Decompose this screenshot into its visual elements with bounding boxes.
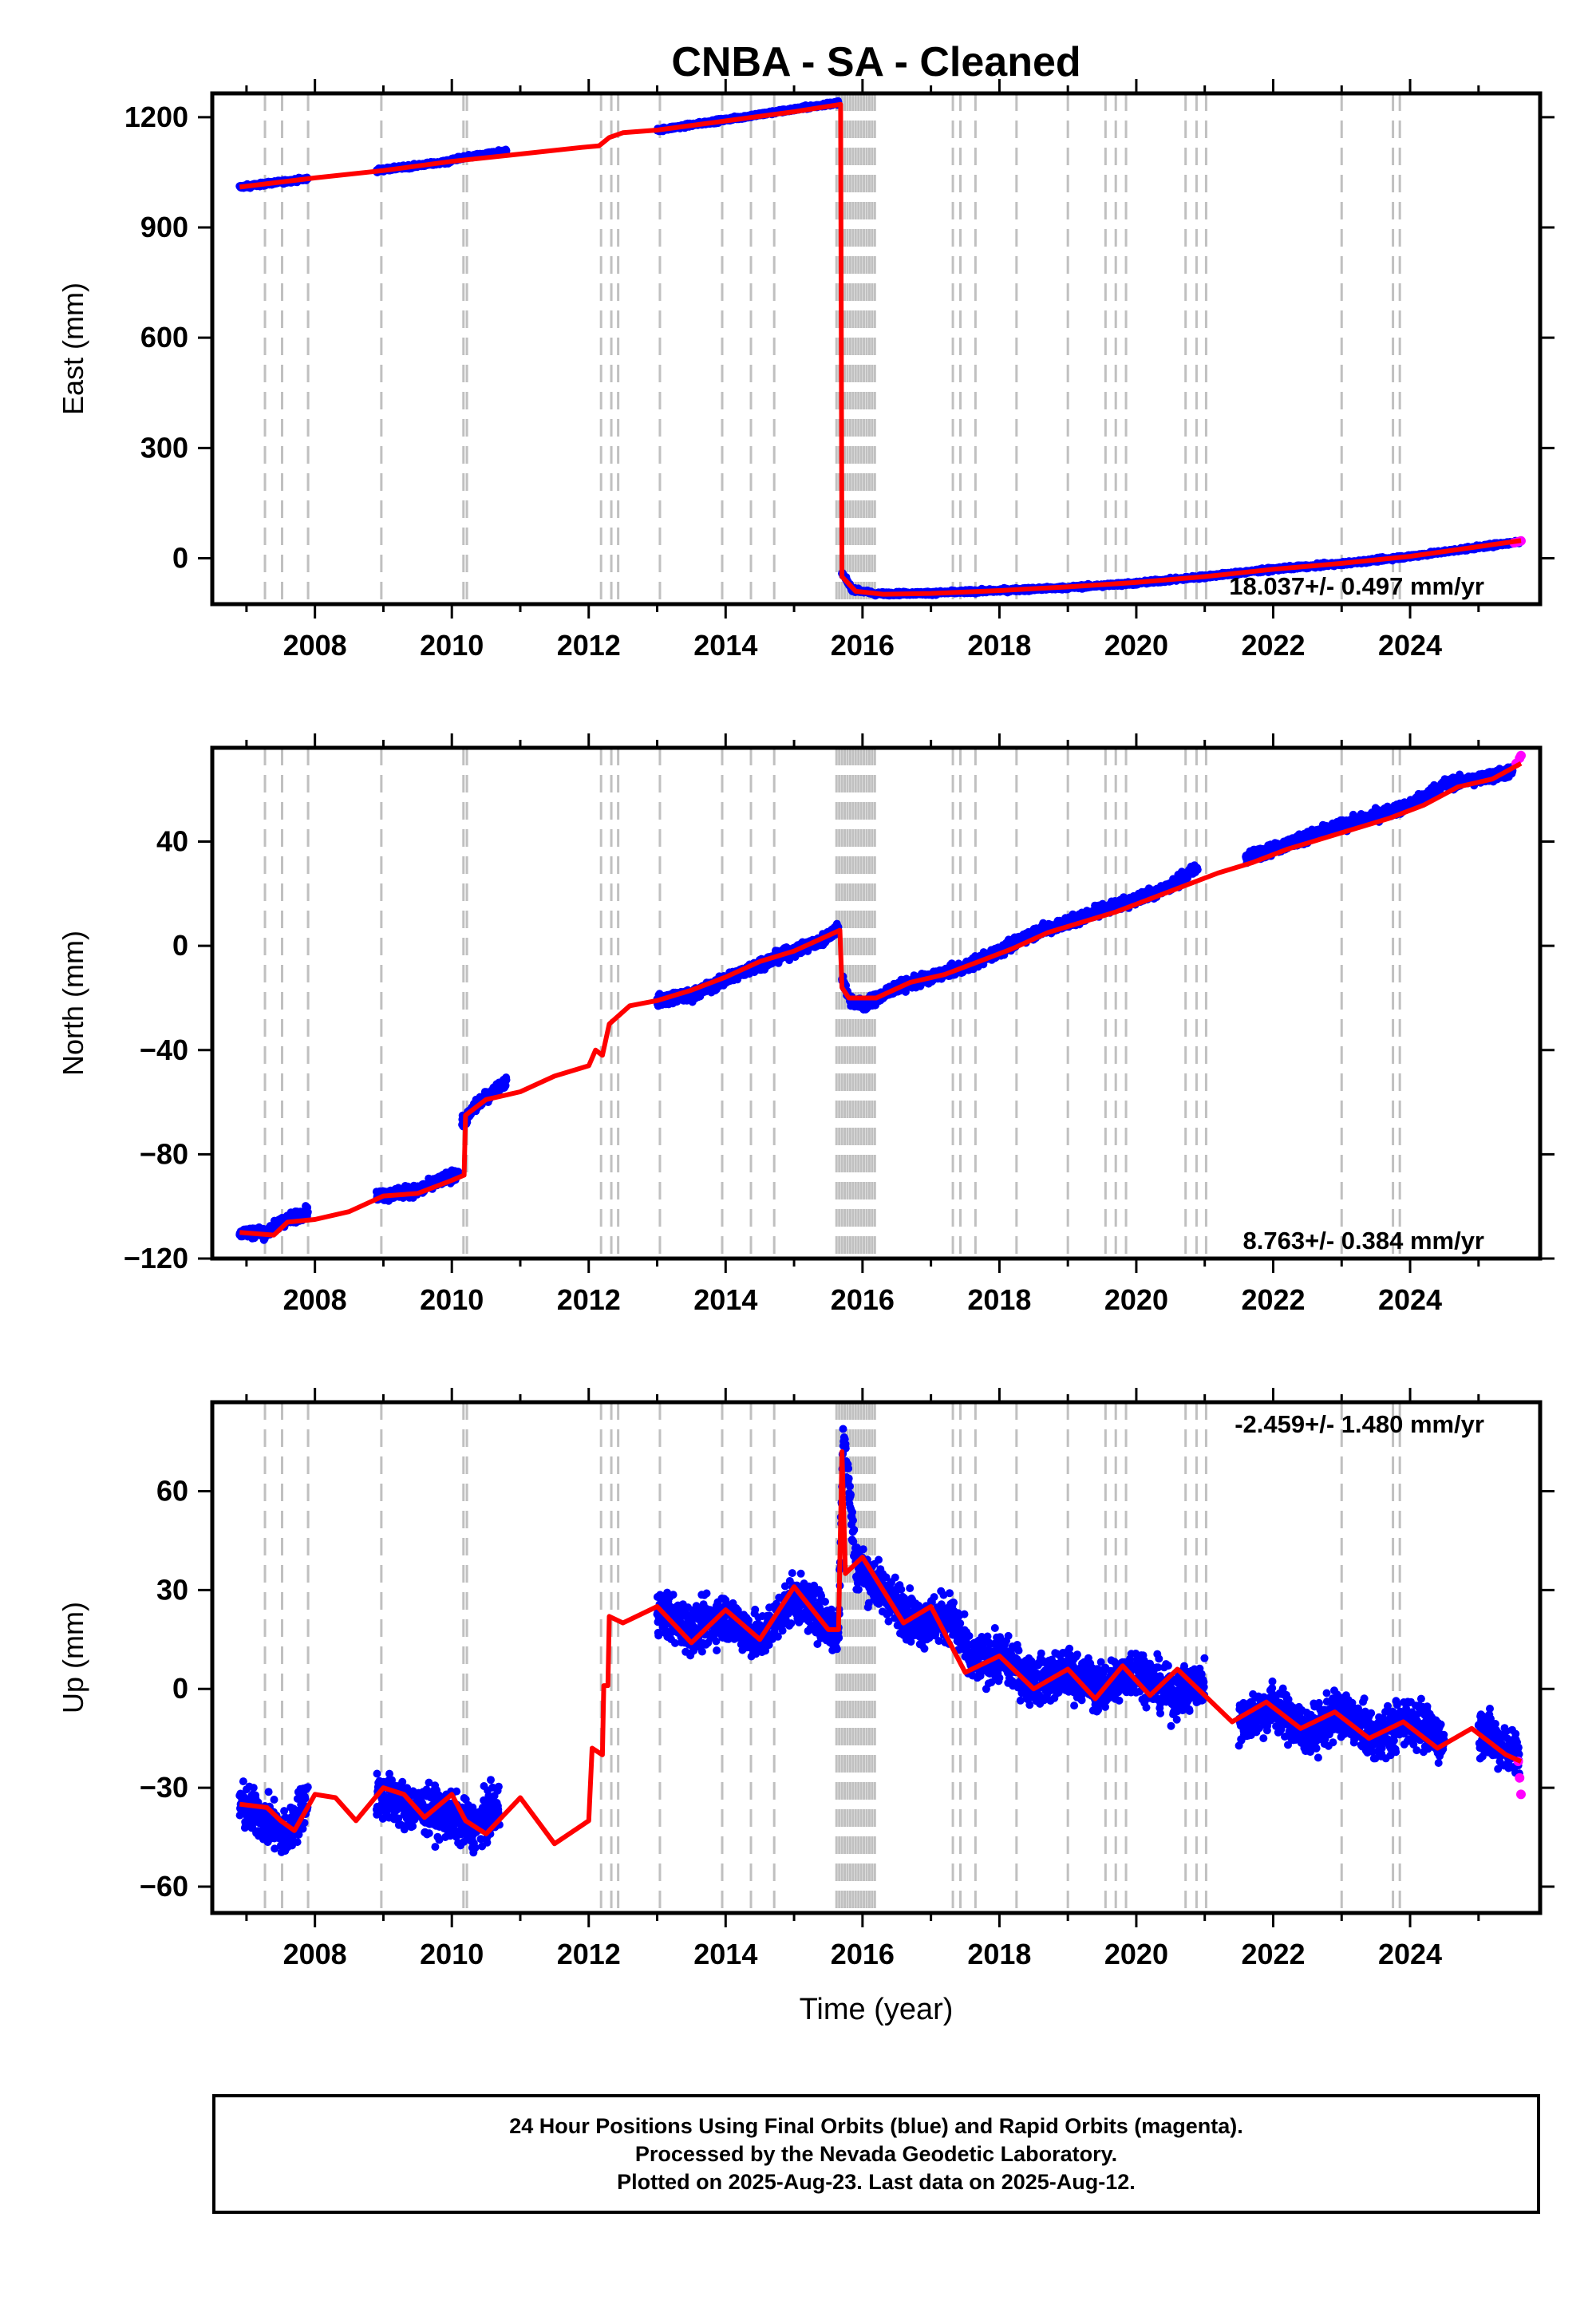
final-orbit-point [502, 146, 511, 155]
x-tick-label: 2020 [1104, 629, 1168, 662]
final-orbit-points [235, 97, 1526, 600]
event-lines [263, 93, 1401, 604]
y-tick-label: 0 [172, 541, 188, 574]
x-tick-label: 2010 [420, 629, 484, 662]
final-orbit-point [502, 1076, 511, 1085]
event-lines [263, 748, 1401, 1259]
y-tick-label: 300 [140, 431, 188, 464]
x-tick-label: 2008 [283, 629, 347, 662]
x-tick-label: 2016 [831, 629, 895, 662]
panel-east: 0 300 600 900 1200 2008 2010 2012 2014 2016 2018 20… [57, 79, 1555, 662]
x-tick-label: 2012 [557, 629, 621, 662]
y-tick-label: 600 [140, 321, 188, 354]
final-orbit-point [454, 1168, 463, 1176]
y-axis-label: East (mm) [57, 283, 89, 415]
x-tick-label: 2014 [693, 629, 757, 662]
x-tick-label: 2024 [1378, 629, 1442, 662]
x-tick-label: 2022 [1241, 629, 1305, 662]
x-tick-label: 2018 [967, 629, 1031, 662]
chart-title: CNBA - SA - Cleaned [671, 39, 1080, 85]
velocity-rate-label: 18.037+/- 0.497 mm/yr [1229, 572, 1484, 600]
y-tick-label: 1200 [124, 101, 188, 133]
model-fit-line [239, 101, 1522, 597]
final-orbit-point [303, 1207, 312, 1216]
y-tick-label: 900 [140, 211, 188, 243]
plot-frame [210, 91, 1543, 607]
